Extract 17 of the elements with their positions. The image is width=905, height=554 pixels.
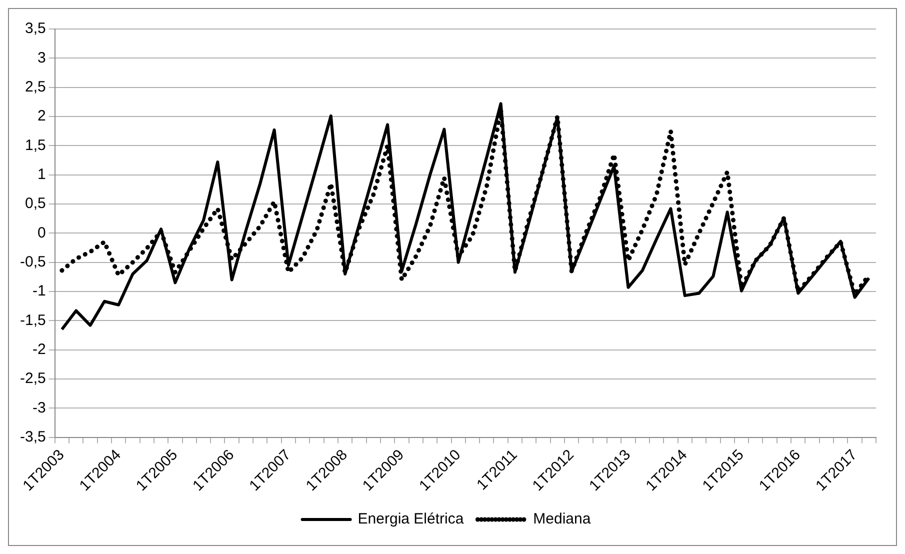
y-tick-label: 2 (38, 108, 46, 125)
y-tick-label: -2,5 (20, 370, 46, 388)
y-tick-label: 3,5 (24, 20, 46, 38)
y-tick-label: 2,5 (24, 78, 46, 96)
y-tick-label: 1,5 (24, 136, 46, 154)
y-tick-label: -1,5 (20, 312, 46, 329)
y-tick-label: -3 (32, 399, 46, 416)
legend-label: Energia Elétrica (358, 510, 464, 528)
y-tick-label: 0 (38, 224, 46, 242)
y-tick-label: -3,5 (20, 428, 46, 446)
y-tick-label: 3 (38, 49, 46, 66)
y-tick-label: -2 (32, 340, 46, 358)
y-tick-label: -1 (32, 282, 46, 300)
legend-label: Mediana (533, 510, 592, 528)
y-tick-label: -0,5 (20, 253, 46, 270)
y-tick-label: 0,5 (24, 195, 46, 212)
y-tick-label: 1 (38, 166, 46, 183)
